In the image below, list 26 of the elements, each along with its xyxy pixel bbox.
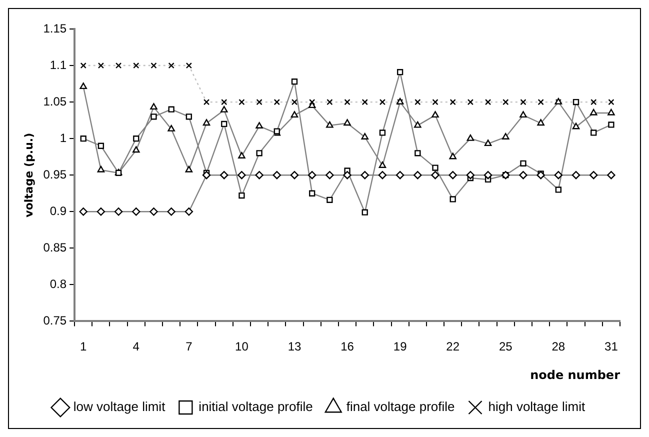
legend-label: final voltage profile — [346, 399, 455, 414]
x-tick-label: 4 — [132, 340, 140, 354]
legend-label: initial voltage profile — [198, 399, 313, 414]
x-tick-label: 10 — [235, 340, 249, 354]
x-tick-label: 13 — [288, 340, 302, 354]
x-tick-label: 31 — [604, 340, 618, 354]
x-tick-label: 16 — [340, 340, 354, 354]
y-tick-label: 1 — [60, 130, 67, 145]
x-tick-label: 28 — [552, 340, 566, 354]
legend-label: low voltage limit — [73, 399, 166, 414]
y-tick-label: 1.15 — [43, 21, 67, 36]
y-axis-title: voltage (p.u.) — [22, 132, 36, 218]
y-tick-label: 0.85 — [43, 240, 67, 254]
x-axis-title: node number — [530, 368, 620, 382]
y-tick-label: 0.75 — [43, 314, 67, 328]
x-tick-label: 22 — [446, 340, 460, 354]
y-tick-label: 1.1 — [50, 58, 67, 72]
y-tick-label: 1.05 — [43, 94, 67, 108]
x-tick-label: 25 — [498, 340, 513, 354]
legend-label: high voltage limit — [488, 399, 586, 414]
x-tick-label: 19 — [393, 340, 408, 354]
x-tick-label: 7 — [186, 340, 193, 354]
y-tick-label: 0.9 — [50, 204, 67, 218]
y-tick-label: 0.95 — [43, 167, 67, 182]
x-tick-label: 1 — [80, 340, 88, 354]
y-tick-label: 0.8 — [50, 276, 67, 291]
